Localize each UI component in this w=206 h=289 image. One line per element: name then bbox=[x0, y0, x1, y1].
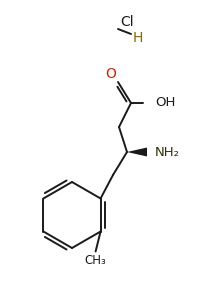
Text: CH₃: CH₃ bbox=[84, 253, 106, 266]
Text: OH: OH bbox=[154, 97, 174, 110]
Text: O: O bbox=[105, 67, 115, 81]
Text: NH₂: NH₂ bbox=[154, 145, 179, 158]
Text: H: H bbox=[132, 31, 143, 45]
Polygon shape bbox=[126, 147, 146, 157]
Text: Cl: Cl bbox=[119, 15, 133, 29]
